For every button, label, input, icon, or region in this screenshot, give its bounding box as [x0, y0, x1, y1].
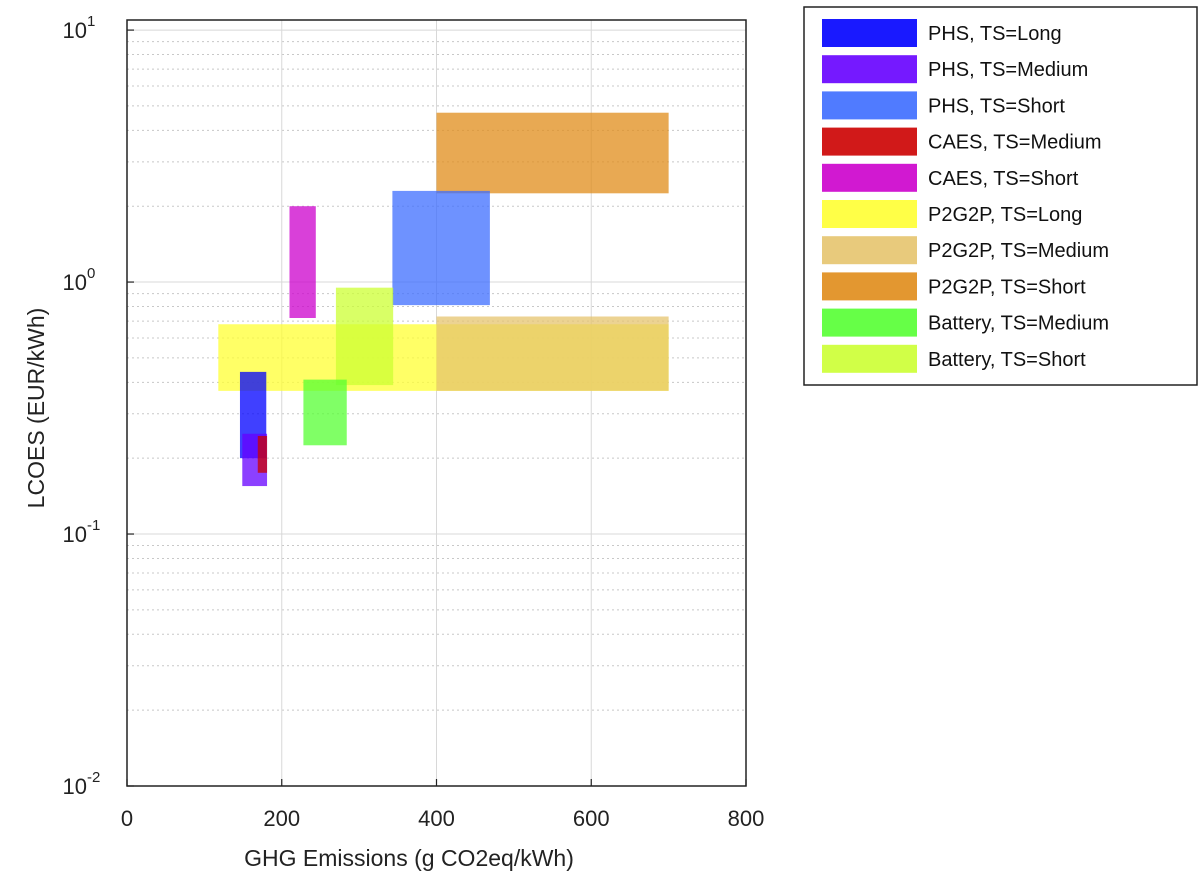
- legend-swatch: [822, 308, 917, 337]
- data-rectangles: [218, 112, 669, 487]
- legend-label: Battery, TS=Medium: [928, 313, 1109, 335]
- legend-swatch: [822, 19, 917, 47]
- legend-label: PHS, TS=Short: [928, 95, 1065, 117]
- legend-label: Battery, TS=Short: [928, 349, 1086, 371]
- data-rect-4: [289, 206, 316, 319]
- legend-swatch: [822, 55, 917, 84]
- x-tick-label: 600: [573, 806, 610, 831]
- y-tick-exponent: -1: [87, 517, 100, 534]
- y-tick-label: 10: [63, 522, 87, 547]
- data-rect-9: [335, 287, 394, 386]
- x-axis-ticks: 0 200 400 600 800: [121, 779, 764, 831]
- legend-label: P2G2P, TS=Medium: [928, 240, 1109, 262]
- data-rect-7: [436, 112, 669, 194]
- y-tick-exponent: 1: [87, 13, 95, 30]
- legend-label: P2G2P, TS=Short: [928, 276, 1086, 298]
- legend-label: CAES, TS=Medium: [928, 132, 1102, 154]
- data-rect-2: [392, 190, 490, 306]
- x-tick-label: 200: [263, 806, 300, 831]
- x-tick-label: 800: [728, 806, 765, 831]
- y-tick-label: 10: [63, 774, 87, 799]
- legend-label: PHS, TS=Medium: [928, 59, 1088, 81]
- legend-swatch: [822, 272, 917, 301]
- legend-swatch: [822, 91, 917, 120]
- y-tick-exponent: 0: [87, 265, 95, 282]
- legend-swatch: [822, 163, 917, 192]
- legend-label: PHS, TS=Long: [928, 23, 1062, 45]
- legend-swatch: [822, 236, 917, 265]
- legend-swatch: [822, 127, 917, 156]
- data-rect-8: [303, 379, 347, 446]
- y-tick-label: 10: [63, 18, 87, 43]
- legend-label: CAES, TS=Short: [928, 168, 1079, 190]
- legend-swatch: [822, 200, 917, 228]
- y-tick-exponent: -2: [87, 769, 100, 786]
- x-tick-label: 400: [418, 806, 455, 831]
- data-rect-6: [436, 316, 669, 391]
- legend-label: P2G2P, TS=Long: [928, 204, 1082, 226]
- x-tick-label: 0: [121, 806, 133, 831]
- legend: PHS, TS=Long PHS, TS=Medium PHS, TS=Short C…: [803, 6, 1198, 386]
- data-rect-3: [257, 435, 268, 473]
- y-axis-label: LCOES (EUR/kWh): [23, 308, 49, 509]
- legend-swatch: [822, 344, 917, 373]
- y-tick-label: 10: [63, 270, 87, 295]
- x-axis-label: GHG Emissions (g CO2eq/kWh): [244, 845, 574, 871]
